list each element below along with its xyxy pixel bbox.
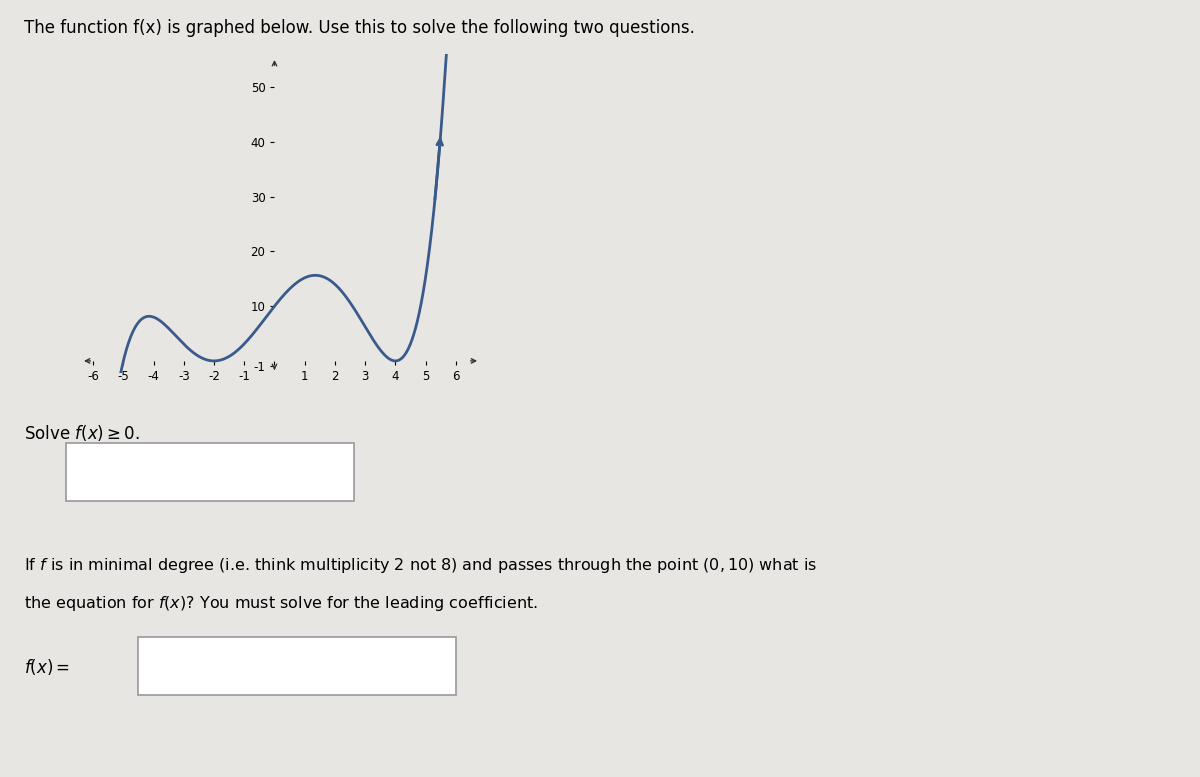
Text: The function f(x) is graphed below. Use this to solve the following two question: The function f(x) is graphed below. Use … xyxy=(24,19,695,37)
Text: Solve $f(x) \geq 0$.: Solve $f(x) \geq 0$. xyxy=(24,423,140,444)
Text: If $f$ is in minimal degree (i.e. think multiplicity 2 not 8) and passes through: If $f$ is in minimal degree (i.e. think … xyxy=(24,556,817,574)
Text: the equation for $f(x)$? You must solve for the leading coefficient.: the equation for $f(x)$? You must solve … xyxy=(24,594,538,613)
Text: $f(x) =$: $f(x) =$ xyxy=(24,657,70,677)
